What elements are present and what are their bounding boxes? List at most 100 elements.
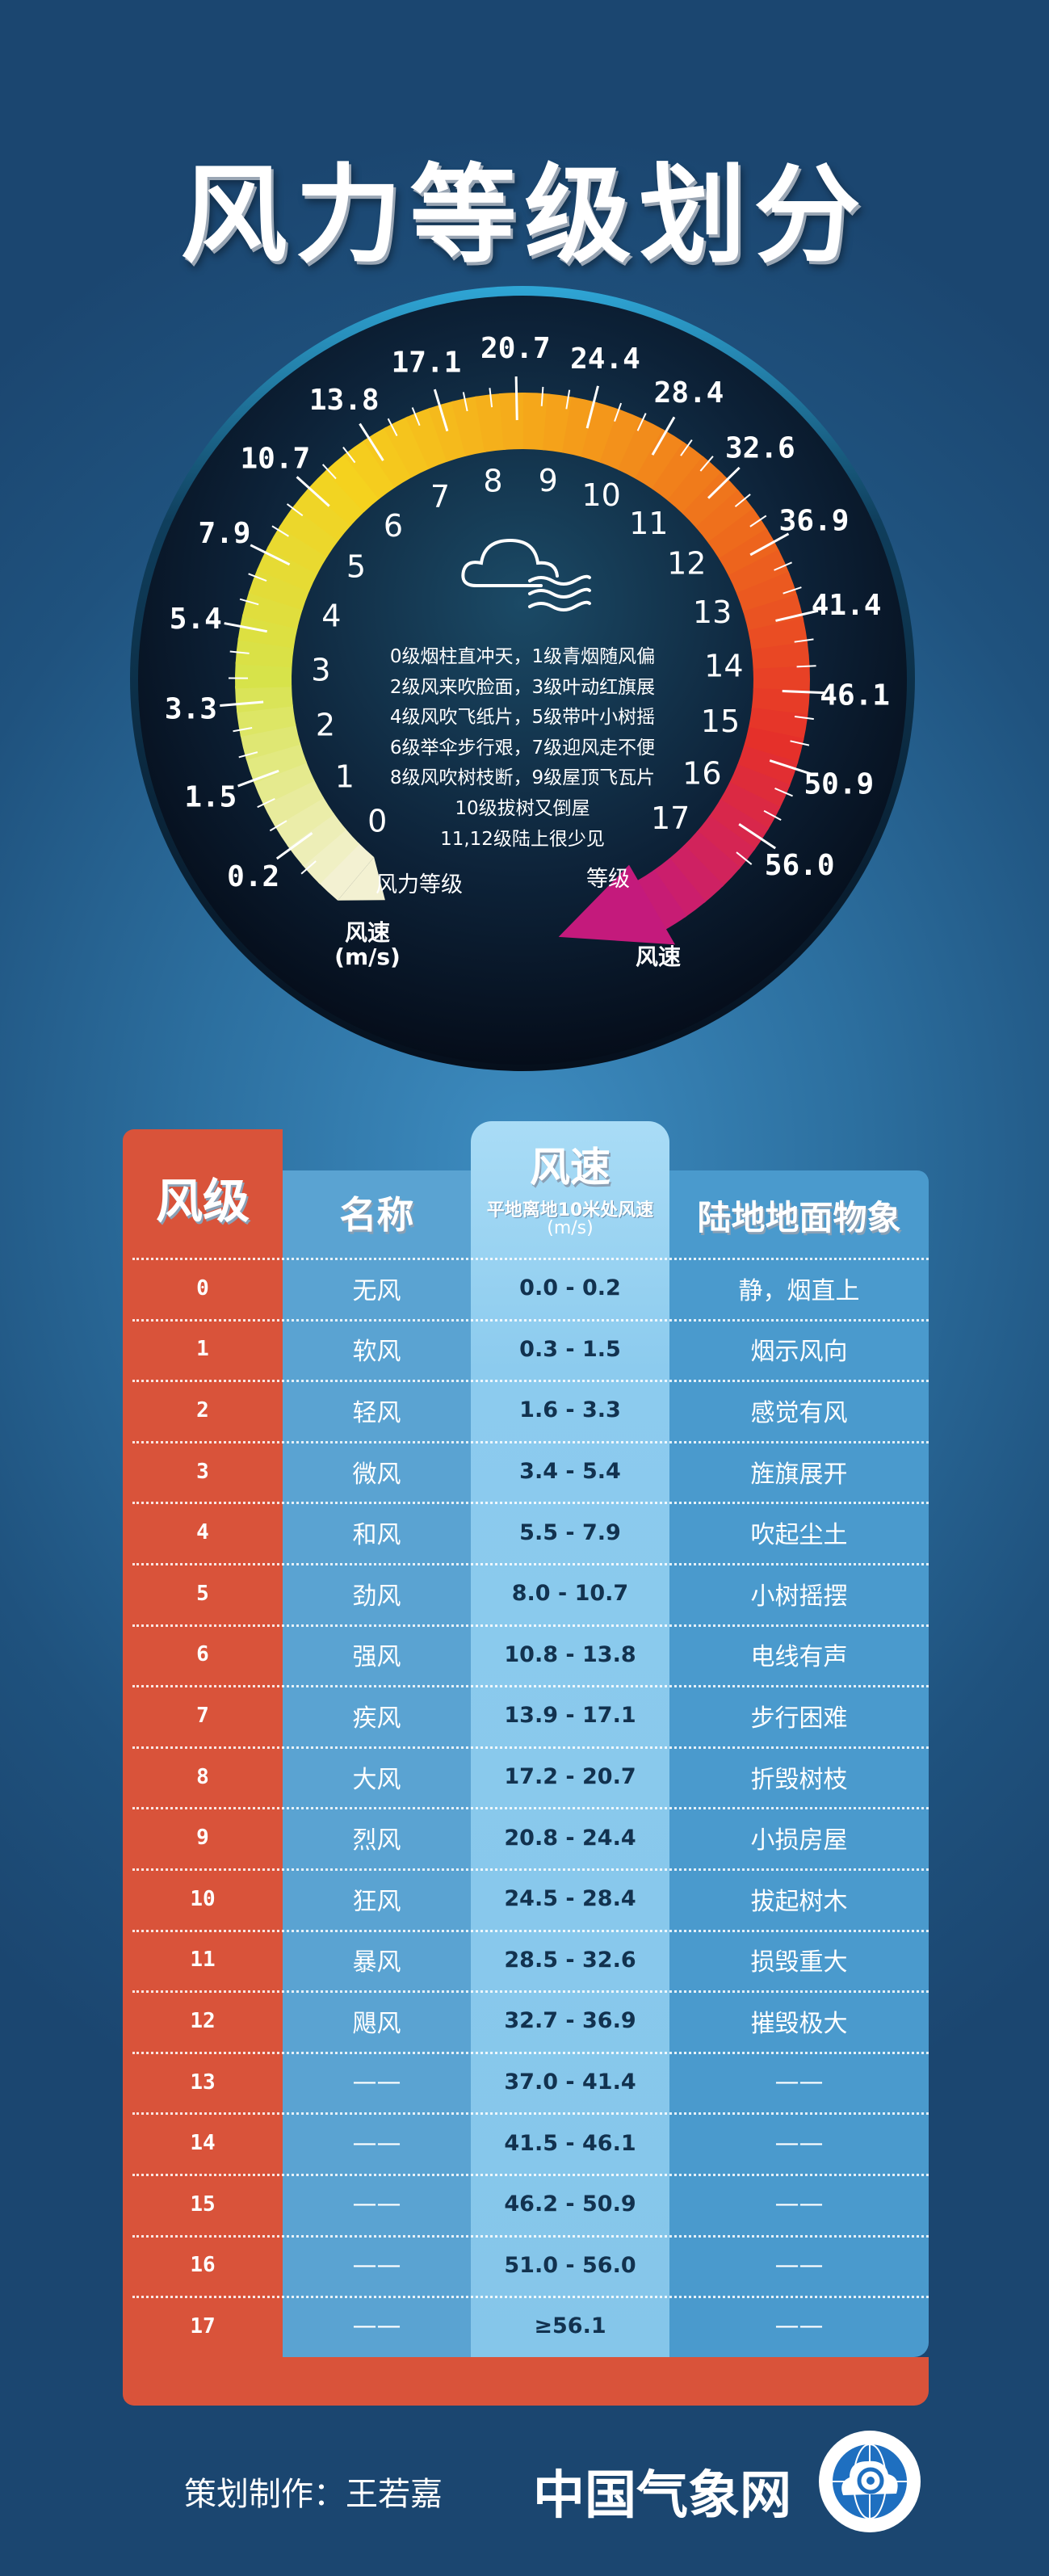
gauge-band-segment [743, 726, 804, 765]
level-tick-label: 14 [704, 649, 743, 684]
level-tick-label: 9 [539, 463, 558, 498]
cell-name: 大风 [352, 1765, 401, 1794]
gauge-line: 2级风来吹脸面，3级叶动红旗展 [389, 676, 656, 698]
column-speed [471, 1121, 669, 2357]
gauge-band-segment [241, 590, 304, 629]
table-bottom-bar [131, 2357, 929, 2406]
cell-level: 2 [196, 1397, 209, 1422]
cell-speed: 24.5 - 28.4 [504, 1886, 636, 1912]
gauge-band-segment [736, 746, 799, 788]
cell-level: 1 [196, 1337, 209, 1362]
row-divider [132, 1258, 929, 1260]
gauge-major-tick [220, 700, 264, 707]
cell-name: 飓风 [352, 2009, 401, 2038]
header-speed: 风速 [530, 1144, 611, 1191]
gauge-major-tick [738, 822, 777, 850]
cell-phenomena: —— [774, 2312, 824, 2341]
level-tick-label: 0 [367, 804, 387, 839]
cell-name: 和风 [352, 1521, 401, 1550]
gauge-minor-tick [763, 809, 782, 822]
level-tick-label: 2 [316, 708, 335, 743]
table-row: 16 —— 51.0 - 56.0 —— [123, 2234, 929, 2297]
cell-speed: 37.0 - 41.4 [504, 2070, 636, 2095]
wind-speed-tick-label: 41.4 [812, 589, 882, 622]
cell-speed: 5.5 - 7.9 [519, 1519, 621, 1545]
gauge-minor-tick [462, 392, 468, 412]
cell-level: 14 [190, 2131, 216, 2156]
page-title: 风力等级划分 [180, 153, 869, 278]
cell-level: 6 [196, 1642, 209, 1667]
cell-level: 17 [190, 2313, 216, 2339]
gauge-minor-tick [614, 402, 623, 422]
gauge-band-segment [561, 397, 598, 457]
cell-level: 3 [196, 1459, 209, 1484]
cell-level: 7 [196, 1703, 209, 1728]
credit-text: 策划制作：王若嘉 [184, 2476, 443, 2513]
cell-phenomena: 拔起树木 [750, 1887, 848, 1916]
wind-speed-tick-label: 0.2 [227, 860, 279, 893]
wind-gauge: 0.21.53.35.47.910.713.817.1 20.7 24.428.43… [130, 286, 915, 1071]
level-tick-label: 16 [682, 755, 721, 791]
gauge-band-segment [301, 828, 360, 885]
cma-logo [819, 2431, 921, 2532]
gauge-band-segment [682, 830, 741, 888]
gauge-band-segment [325, 453, 380, 512]
gauge-minor-tick [248, 573, 267, 582]
level-tick-label: 17 [651, 801, 690, 836]
level-tick-label: 10 [582, 477, 621, 513]
cell-level: 16 [190, 2253, 216, 2278]
gauge-minor-tick [411, 407, 421, 427]
cell-speed: 41.5 - 46.1 [504, 2130, 636, 2156]
gauge-band-segment [736, 571, 798, 614]
cell-level: 8 [196, 1764, 209, 1789]
gauge-major-tick [769, 759, 812, 775]
cloud-wind-icon [461, 538, 591, 611]
cell-speed: 10.8 - 13.8 [504, 1641, 636, 1667]
wind-speed-tick-label: 32.6 [725, 432, 795, 465]
cell-speed: 13.9 - 17.1 [504, 1703, 636, 1729]
gauge-minor-tick [680, 439, 693, 456]
gauge-major-tick [296, 476, 330, 507]
table-row: 2 轻风 1.6 - 3.3 感觉有风 [123, 1380, 929, 1441]
cell-speed: 0.0 - 0.2 [519, 1275, 621, 1301]
gauge-minor-tick [794, 638, 814, 643]
gauge-band-segment [245, 742, 307, 784]
cell-phenomena: —— [774, 2190, 824, 2219]
cell-level: 4 [196, 1520, 209, 1545]
cell-level: 0 [196, 1275, 209, 1301]
gauge-band-segment [751, 641, 810, 671]
gauge-band-segment [308, 469, 366, 527]
gauge-band-segment [599, 409, 644, 471]
gauge-band-segment [522, 393, 551, 451]
gauge-minor-tick [387, 418, 398, 437]
row-divider [132, 1502, 929, 1505]
level-axis-label-end: 等级 [586, 867, 630, 892]
gauge-band-segment [279, 505, 340, 557]
wind-speed-tick-label: 17.1 [392, 347, 462, 380]
cell-name: —— [352, 2128, 401, 2158]
cell-phenomena: —— [774, 2250, 824, 2280]
gauge-band-segment [363, 427, 413, 488]
gauge-band-segment [475, 393, 506, 452]
gauge-band-segment [707, 508, 769, 561]
gauge-minor-tick [794, 715, 814, 721]
gauge-band-segment [262, 779, 324, 827]
gauge-minor-tick [774, 561, 792, 571]
row-divider [132, 1318, 929, 1322]
row-divider [132, 2234, 929, 2238]
gauge-band-segment [748, 617, 808, 652]
brand-name: 中国气象网 [533, 2466, 791, 2526]
row-divider [132, 1868, 929, 1871]
wind-scale-table: 0 无风 0.0 - 0.2 静，烟直上 1 软风 0.3 - 1.5 烟示风向 2 轻风 1.6 … [123, 1258, 929, 2357]
cell-name: 微风 [352, 1460, 401, 1489]
table-row: 0 无风 0.0 - 0.2 静，烟直上 [123, 1258, 929, 1319]
level-tick-label: 3 [311, 652, 330, 687]
gauge-minor-tick [774, 788, 793, 797]
row-divider [132, 1990, 929, 1994]
gauge-band-start [338, 857, 385, 901]
wind-speed-tick-label: 24.4 [570, 342, 640, 376]
cell-phenomena: 损毁重大 [750, 1948, 848, 1977]
gauge-band-segment [718, 528, 780, 578]
cell-speed: 28.5 - 32.6 [504, 1947, 636, 1973]
table-row: 7 疾风 13.9 - 17.1 步行困难 [123, 1685, 929, 1746]
